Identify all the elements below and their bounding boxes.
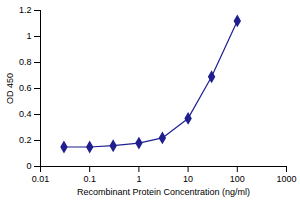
svg-text:Recombinant Protein Concentrat: Recombinant Protein Concentration (ng/ml… xyxy=(77,187,250,197)
svg-text:0: 0 xyxy=(26,161,31,171)
svg-text:0.01: 0.01 xyxy=(32,174,50,184)
svg-text:0.1: 0.1 xyxy=(83,174,96,184)
svg-text:0.4: 0.4 xyxy=(19,109,32,119)
svg-text:1: 1 xyxy=(136,174,141,184)
svg-text:1.2: 1.2 xyxy=(19,5,32,15)
svg-text:1: 1 xyxy=(26,31,31,41)
svg-text:0.2: 0.2 xyxy=(19,135,32,145)
svg-text:0.6: 0.6 xyxy=(19,83,32,93)
svg-text:OD 450: OD 450 xyxy=(5,73,15,104)
svg-text:1000: 1000 xyxy=(276,174,296,184)
svg-text:0.8: 0.8 xyxy=(19,57,32,67)
svg-text:10: 10 xyxy=(183,174,193,184)
svg-text:100: 100 xyxy=(230,174,245,184)
